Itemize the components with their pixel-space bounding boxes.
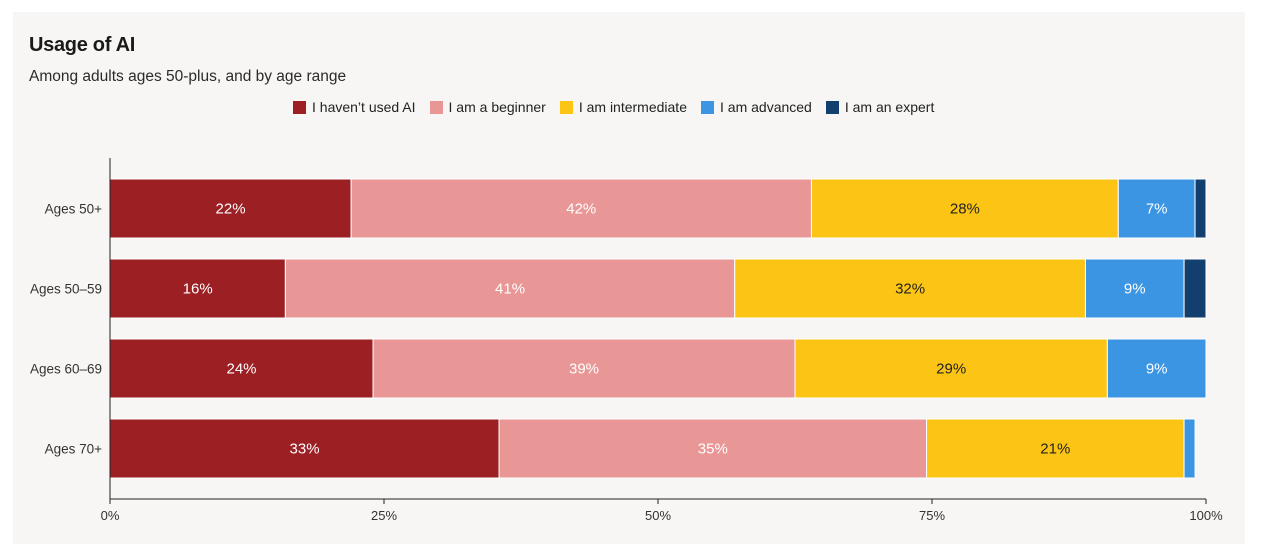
- chart-legend: I haven’t used AI I am a beginner I am int…: [293, 99, 934, 115]
- data-label-ages-70-i-am-a-beginner: 35%: [698, 441, 728, 458]
- x-tick-label-50: 50%: [645, 508, 671, 523]
- category-label-ages-70: Ages 70+: [45, 442, 103, 457]
- legend-label: I am an expert: [844, 99, 935, 115]
- legend-item-i-am-an-expert: I am an expert: [825, 99, 935, 115]
- bar-segment-ages-50-59-i-am-an-expert: [1183, 258, 1207, 319]
- bar-segment-ages-70-i-am-intermediate: [926, 418, 1185, 479]
- data-label-ages-50-i-haven-t-used-ai: 22%: [216, 201, 246, 218]
- x-tick-label-75: 75%: [919, 508, 945, 523]
- legend-item-i-haven-t-used-ai: I haven’t used AI: [293, 99, 416, 115]
- data-label-ages-50-59-i-am-advanced: 9%: [1124, 281, 1146, 298]
- bar-segment-ages-60-69-i-haven-t-used-ai: [109, 338, 374, 399]
- bar-segment-ages-70-i-am-a-beginner: [498, 418, 928, 479]
- data-label-ages-60-69-i-am-a-beginner: 39%: [569, 361, 599, 378]
- bar-segment-ages-50-i-haven-t-used-ai: [109, 178, 352, 239]
- bar-segment-ages-50-i-am-intermediate: [810, 178, 1119, 239]
- data-label-ages-70-i-haven-t-used-ai: 33%: [290, 441, 320, 458]
- bar-segment-ages-50-i-am-advanced: [1117, 178, 1196, 239]
- data-label-ages-50-59-i-am-intermediate: 32%: [895, 281, 925, 298]
- legend-label: I am advanced: [720, 99, 812, 115]
- legend-label: I am a beginner: [448, 99, 546, 115]
- data-label-ages-70-i-am-intermediate: 21%: [1040, 441, 1070, 458]
- legend-item-i-am-advanced: I am advanced: [701, 99, 812, 115]
- legend-item-i-am-a-beginner: I am a beginner: [429, 99, 546, 115]
- data-label-ages-60-69-i-haven-t-used-ai: 24%: [227, 361, 257, 378]
- bar-segment-ages-60-69-i-am-a-beginner: [372, 338, 796, 399]
- bar-segment-ages-70-i-am-advanced: [1183, 418, 1196, 479]
- bar-segment-ages-50-59-i-am-advanced: [1084, 258, 1185, 319]
- chart-title: Usage of AI: [29, 34, 135, 56]
- legend-item-i-am-intermediate: I am intermediate: [559, 99, 687, 115]
- legend-swatch: [293, 100, 306, 114]
- data-label-ages-50-59-i-haven-t-used-ai: 16%: [183, 281, 213, 298]
- bar-segment-ages-50-59-i-haven-t-used-ai: [109, 258, 286, 319]
- bar-segment-ages-50-i-am-an-expert: [1194, 178, 1207, 239]
- bar-segment-ages-70-i-haven-t-used-ai: [109, 418, 500, 479]
- data-label-ages-50-i-am-intermediate: 28%: [950, 201, 980, 218]
- data-label-ages-60-69-i-am-advanced: 9%: [1146, 361, 1168, 378]
- bar-segment-ages-50-i-am-a-beginner: [350, 178, 812, 239]
- data-label-ages-50-i-am-a-beginner: 42%: [566, 201, 596, 218]
- data-label-ages-60-69-i-am-intermediate: 29%: [936, 361, 966, 378]
- bar-segment-ages-50-59-i-am-intermediate: [734, 258, 1086, 319]
- legend-swatch: [559, 100, 573, 114]
- x-tick-label-100: 100%: [1189, 508, 1223, 523]
- chart-subtitle: Among adults ages 50-plus, and by age ra…: [29, 68, 347, 85]
- bar-segment-ages-60-69-i-am-intermediate: [794, 338, 1108, 399]
- category-label-ages-50: Ages 50+: [45, 202, 103, 217]
- x-tick-label-0: 0%: [101, 508, 120, 523]
- legend-label: I haven’t used AI: [312, 99, 416, 115]
- bar-segment-ages-50-59-i-am-a-beginner: [284, 258, 736, 319]
- category-label-ages-60-69: Ages 60–69: [30, 362, 102, 377]
- legend-label: I am intermediate: [578, 99, 687, 115]
- data-label-ages-50-59-i-am-a-beginner: 41%: [495, 281, 525, 298]
- category-label-ages-50-59: Ages 50–59: [30, 282, 102, 297]
- x-tick-label-25: 25%: [371, 508, 397, 523]
- legend-swatch: [825, 100, 839, 114]
- bar-segment-ages-60-69-i-am-advanced: [1106, 338, 1207, 399]
- data-label-ages-50-i-am-advanced: 7%: [1146, 201, 1168, 218]
- legend-swatch: [429, 100, 443, 114]
- legend-swatch: [701, 100, 714, 114]
